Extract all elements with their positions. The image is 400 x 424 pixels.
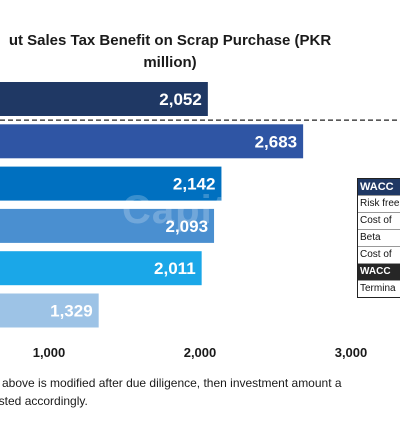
wacc-table-header: WACC [358, 179, 400, 195]
wacc-table: WACC Risk free Cost of Beta Cost of WACC… [357, 178, 400, 298]
bar-5-label: 2,011 [154, 259, 196, 278]
footnote: n above is modified after due diligence,… [0, 374, 400, 410]
wacc-row-terminal: Termina [358, 280, 400, 297]
x-tick-label-2000: 2,000 [184, 345, 217, 360]
x-tick-label-1000: 1,000 [33, 345, 66, 360]
bar-6-label: 1,329 [50, 302, 93, 321]
footnote-line-2: usted accordingly. [0, 394, 88, 408]
bar-1-label: 2,052 [159, 90, 202, 109]
wacc-row-wacc: WACC [358, 263, 400, 280]
wacc-row-cost-of-debt: Cost of [358, 246, 400, 263]
wacc-row-cost-of-equity: Cost of [358, 212, 400, 229]
bar-2-label: 2,683 [255, 132, 298, 151]
footnote-line-1: n above is modified after due diligence,… [0, 376, 342, 390]
bar-3-label: 2,142 [173, 175, 216, 194]
bar-2 [0, 124, 304, 159]
bar-6 [0, 293, 99, 328]
bar-3 [0, 166, 222, 201]
x-tick-label-3000: 3,000 [335, 345, 368, 360]
wacc-row-risk-free: Risk free [358, 195, 400, 212]
wacc-row-beta: Beta [358, 229, 400, 246]
bar-4-label: 2,093 [165, 217, 208, 236]
bar-1 [0, 82, 208, 116]
bar-5 [0, 251, 202, 286]
chart-title: ut Sales Tax Benefit on Scrap Purchase (… [8, 32, 332, 71]
bar-4 [0, 208, 215, 243]
